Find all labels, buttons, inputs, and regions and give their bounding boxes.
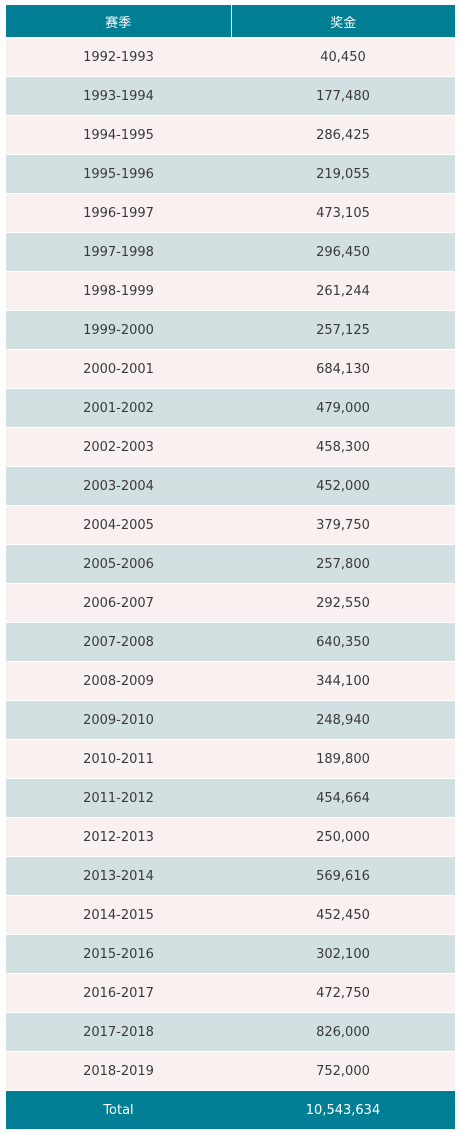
season-cell: 2003-2004 (6, 466, 231, 506)
season-cell: 2000-2001 (6, 349, 231, 389)
prize-cell: 261,244 (231, 271, 455, 311)
table-row: 2009-2010 248,940 (6, 700, 455, 740)
prize-cell: 189,800 (231, 739, 455, 779)
prize-cell: 219,055 (231, 154, 455, 194)
prize-cell: 248,940 (231, 700, 455, 740)
table-row: 1994-1995 286,425 (6, 115, 455, 155)
table-row: 1995-1996 219,055 (6, 154, 455, 194)
table-body: 1992-1993 40,450 1993-1994 177,480 1994-1995… (6, 37, 455, 1091)
table-row: 1993-1994 177,480 (6, 76, 455, 116)
prize-cell: 752,000 (231, 1051, 455, 1091)
season-cell: 1997-1998 (6, 232, 231, 272)
prize-cell: 473,105 (231, 193, 455, 233)
season-cell: 1994-1995 (6, 115, 231, 155)
table-row: 2018-2019 752,000 (6, 1051, 455, 1091)
table-row: 2000-2001 684,130 (6, 349, 455, 389)
season-cell: 2010-2011 (6, 739, 231, 779)
season-cell: 2013-2014 (6, 856, 231, 896)
season-cell: 2015-2016 (6, 934, 231, 974)
table-row: 2017-2018 826,000 (6, 1012, 455, 1052)
table-row: 2008-2009 344,100 (6, 661, 455, 701)
total-label: Total (6, 1090, 231, 1129)
total-value: 10,543,634 (231, 1090, 455, 1129)
table-row: 2010-2011 189,800 (6, 739, 455, 779)
prize-cell: 684,130 (231, 349, 455, 389)
prize-cell: 292,550 (231, 583, 455, 623)
season-cell: 2004-2005 (6, 505, 231, 545)
season-cell: 2007-2008 (6, 622, 231, 662)
total-row: Total 10,543,634 (6, 1090, 455, 1129)
prize-cell: 257,800 (231, 544, 455, 584)
season-cell: 1998-1999 (6, 271, 231, 311)
season-cell: 2008-2009 (6, 661, 231, 701)
season-cell: 2001-2002 (6, 388, 231, 428)
season-cell: 2014-2015 (6, 895, 231, 935)
prize-cell: 302,100 (231, 934, 455, 974)
table-row: 1992-1993 40,450 (6, 37, 455, 77)
header-row: 赛季 奖金 (6, 5, 455, 38)
prize-cell: 257,125 (231, 310, 455, 350)
table-row: 1996-1997 473,105 (6, 193, 455, 233)
table-row: 2007-2008 640,350 (6, 622, 455, 662)
prize-cell: 40,450 (231, 37, 455, 77)
table-row: 2014-2015 452,450 (6, 895, 455, 935)
season-cell: 1999-2000 (6, 310, 231, 350)
season-cell: 2002-2003 (6, 427, 231, 467)
table-row: 2011-2012 454,664 (6, 778, 455, 818)
table-row: 1998-1999 261,244 (6, 271, 455, 311)
table-row: 2003-2004 452,000 (6, 466, 455, 506)
prize-cell: 640,350 (231, 622, 455, 662)
table-row: 2005-2006 257,800 (6, 544, 455, 584)
table-row: 1997-1998 296,450 (6, 232, 455, 272)
prize-money-table: 赛季 奖金 1992-1993 40,450 1993-1994 177,480 199… (6, 5, 455, 1129)
prize-cell: 250,000 (231, 817, 455, 857)
season-cell: 2006-2007 (6, 583, 231, 623)
prize-cell: 472,750 (231, 973, 455, 1013)
season-cell: 2012-2013 (6, 817, 231, 857)
season-cell: 2016-2017 (6, 973, 231, 1013)
table-row: 2015-2016 302,100 (6, 934, 455, 974)
table-row: 2001-2002 479,000 (6, 388, 455, 428)
season-cell: 2018-2019 (6, 1051, 231, 1091)
prize-cell: 458,300 (231, 427, 455, 467)
table-row: 2004-2005 379,750 (6, 505, 455, 545)
prize-cell: 379,750 (231, 505, 455, 545)
prize-cell: 344,100 (231, 661, 455, 701)
header-season: 赛季 (6, 5, 232, 38)
prize-cell: 479,000 (231, 388, 455, 428)
table-header: 赛季 奖金 (6, 5, 455, 38)
prize-cell: 454,664 (231, 778, 455, 818)
season-cell: 2009-2010 (6, 700, 231, 740)
table-row: 1999-2000 257,125 (6, 310, 455, 350)
season-cell: 2005-2006 (6, 544, 231, 584)
prize-cell: 569,616 (231, 856, 455, 896)
season-cell: 1992-1993 (6, 37, 231, 77)
table-footer: Total 10,543,634 (6, 1090, 455, 1129)
header-prize: 奖金 (231, 5, 455, 38)
prize-cell: 452,450 (231, 895, 455, 935)
table-row: 2012-2013 250,000 (6, 817, 455, 857)
season-cell: 2011-2012 (6, 778, 231, 818)
table-row: 2002-2003 458,300 (6, 427, 455, 467)
table-row: 2016-2017 472,750 (6, 973, 455, 1013)
prize-cell: 296,450 (231, 232, 455, 272)
season-cell: 1995-1996 (6, 154, 231, 194)
prize-table-container: 赛季 奖金 1992-1993 40,450 1993-1994 177,480 199… (6, 5, 455, 1129)
season-cell: 1996-1997 (6, 193, 231, 233)
prize-cell: 452,000 (231, 466, 455, 506)
season-cell: 2017-2018 (6, 1012, 231, 1052)
season-cell: 1993-1994 (6, 76, 231, 116)
table-row: 2006-2007 292,550 (6, 583, 455, 623)
prize-cell: 286,425 (231, 115, 455, 155)
prize-cell: 826,000 (231, 1012, 455, 1052)
prize-cell: 177,480 (231, 76, 455, 116)
table-row: 2013-2014 569,616 (6, 856, 455, 896)
